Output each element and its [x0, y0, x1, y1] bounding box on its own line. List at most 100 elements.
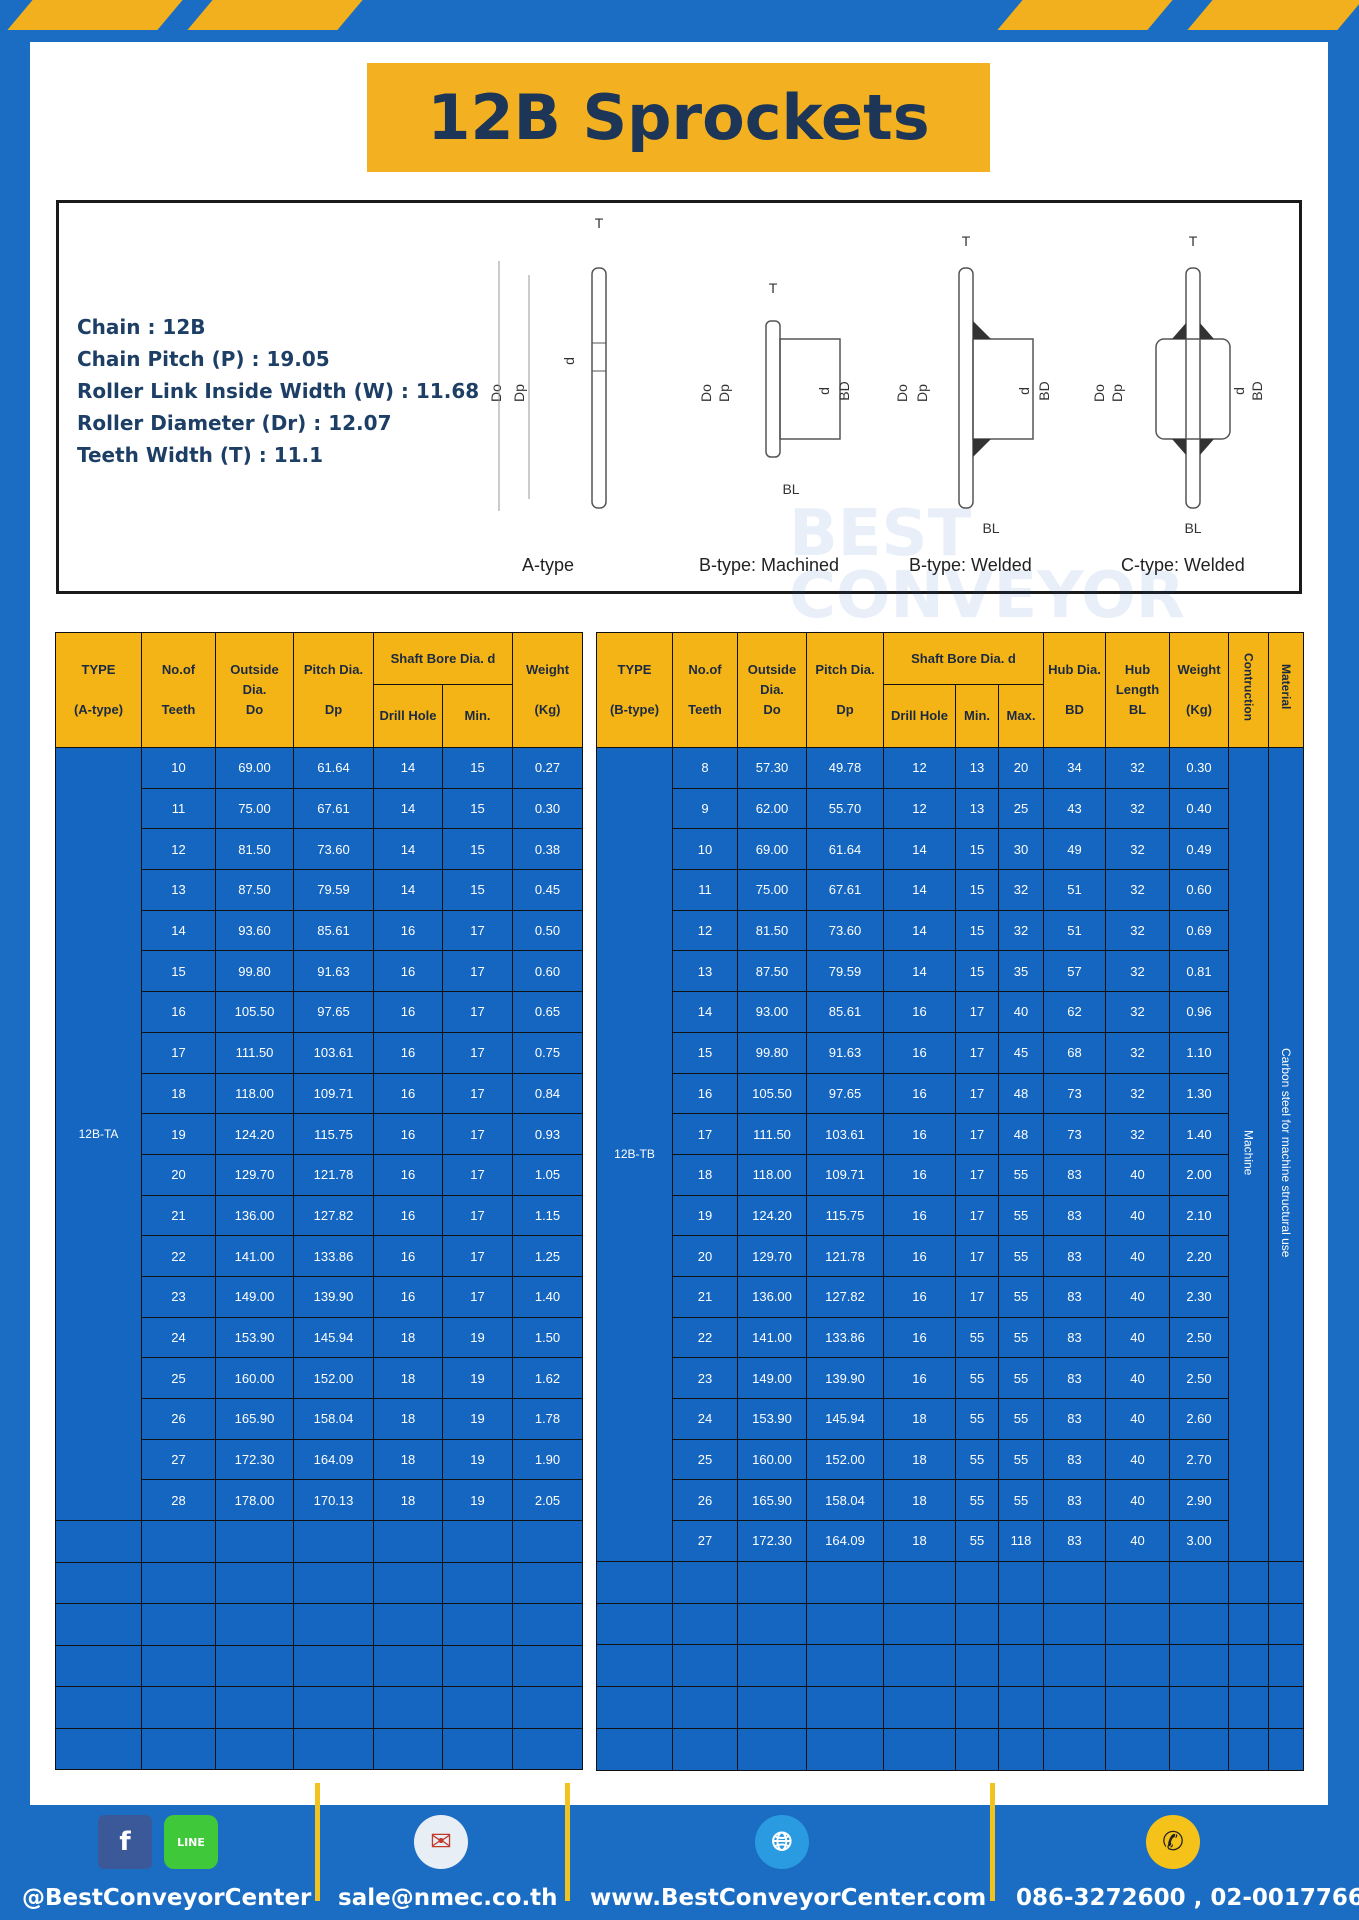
- hub-dia-cell: 73: [1043, 1072, 1106, 1115]
- empty-cell: [737, 1602, 807, 1646]
- pitch-dia-cell: 55.70: [806, 787, 884, 830]
- empty-cell: [955, 1686, 999, 1729]
- empty-cell: [955, 1727, 999, 1771]
- weight-cell: 2.00: [1169, 1153, 1229, 1196]
- min-bore-cell: 55: [955, 1357, 999, 1399]
- empty-cell: [737, 1686, 807, 1729]
- empty-row: [596, 1560, 1304, 1604]
- empty-cell: [1169, 1686, 1229, 1729]
- line-icon[interactable]: LINE: [164, 1815, 218, 1869]
- drill-hole-cell: 16: [373, 950, 443, 993]
- phone-icon[interactable]: ✆: [1146, 1815, 1200, 1869]
- empty-cell: [955, 1602, 999, 1646]
- facebook-handle[interactable]: @BestConveyorCenter: [22, 1885, 312, 1911]
- construction-cell: Machine: [1228, 747, 1269, 1562]
- facebook-icon[interactable]: f: [98, 1815, 152, 1869]
- table-row: 17 111.50 103.61 16 17 48 73 32 1.40: [597, 1113, 1304, 1155]
- drill-hole-cell: 16: [373, 991, 443, 1033]
- footer: @BestConveyorCenter sale@nmec.co.th www.…: [0, 1805, 1359, 1920]
- empty-cell: [373, 1686, 443, 1729]
- outside-dia-cell: 129.70: [215, 1153, 294, 1196]
- table-a-type: TYPE (A-type) No.of Teeth Outside Dia. Do Pi…: [55, 632, 583, 1771]
- outside-dia-cell: 136.00: [737, 1275, 807, 1318]
- pitch-dia-cell: 121.78: [293, 1153, 374, 1196]
- hub-dia-cell: 83: [1043, 1316, 1106, 1359]
- spec-box: BEST CONVEYOR CENTER Chain : 12B Chain P…: [56, 200, 1302, 690]
- empty-cell: [141, 1644, 216, 1688]
- table-row: 23 149.00 139.90 16 55 55 83 40 2.50: [597, 1357, 1304, 1399]
- label-bd: BD: [1249, 381, 1265, 400]
- spec-pitch: Chain Pitch (P) : 19.05: [77, 347, 330, 371]
- outside-dia-cell: 87.50: [215, 869, 294, 911]
- empty-cell: [215, 1520, 294, 1563]
- weight-cell: 0.69: [1169, 909, 1229, 952]
- pitch-dia-cell: 61.64: [806, 828, 884, 871]
- teeth-cell: 27: [672, 1520, 738, 1562]
- website-link[interactable]: www.BestConveyorCenter.com: [590, 1885, 987, 1911]
- teeth-cell: 9: [672, 787, 738, 830]
- empty-cell: [1228, 1560, 1269, 1604]
- outside-dia-cell: 118.00: [215, 1072, 294, 1115]
- hub-length-cell: 32: [1105, 1031, 1170, 1074]
- outside-dia-cell: 165.90: [215, 1398, 294, 1440]
- drill-hole-cell: 16: [883, 1275, 956, 1318]
- min-bore-cell: 17: [955, 1275, 999, 1318]
- pitch-dia-cell: 158.04: [293, 1398, 374, 1440]
- mail-icon[interactable]: ✉: [414, 1815, 468, 1869]
- divider: [565, 1783, 570, 1901]
- header-construction: Contruction: [1228, 632, 1269, 748]
- pitch-dia-cell: 152.00: [293, 1357, 374, 1399]
- outside-dia-cell: 160.00: [737, 1438, 807, 1481]
- label-d: d: [816, 387, 832, 395]
- label-do: Do: [488, 384, 504, 402]
- weight-cell: 2.05: [512, 1479, 583, 1522]
- weight-cell: 1.25: [512, 1235, 583, 1277]
- phone-numbers[interactable]: 086-3272600 , 02-0017766: [1016, 1885, 1359, 1911]
- header-min: Min.: [442, 684, 513, 748]
- teeth-cell: 11: [141, 787, 216, 830]
- email-link[interactable]: sale@nmec.co.th: [338, 1885, 558, 1911]
- hub-dia-cell: 83: [1043, 1235, 1106, 1277]
- b-machined-sprocket: [765, 320, 781, 458]
- min-bore-cell: 15: [955, 909, 999, 952]
- teeth-cell: 12: [672, 909, 738, 952]
- header-type: TYPE (A-type): [55, 632, 142, 748]
- empty-cell: [373, 1603, 443, 1646]
- hub-length-cell: 32: [1105, 747, 1170, 789]
- label-t: T: [962, 233, 971, 249]
- empty-cell: [512, 1686, 583, 1729]
- empty-cell: [293, 1644, 374, 1688]
- caption-b-welded: B-type: Welded: [909, 555, 1032, 575]
- pitch-dia-cell: 145.94: [806, 1398, 884, 1440]
- empty-cell: [1268, 1686, 1304, 1729]
- teeth-cell: 19: [672, 1194, 738, 1237]
- weight-cell: 2.70: [1169, 1438, 1229, 1481]
- teeth-cell: 21: [672, 1275, 738, 1318]
- teeth-cell: 16: [141, 991, 216, 1033]
- empty-cell: [442, 1561, 513, 1605]
- globe-icon[interactable]: 🌐︎: [755, 1815, 809, 1869]
- weight-cell: 0.49: [1169, 828, 1229, 871]
- pitch-dia-cell: 139.90: [293, 1275, 374, 1318]
- header-pitch-dia: Pitch Dia. Dp: [293, 632, 374, 748]
- weight-cell: 0.27: [512, 747, 583, 789]
- table-row: 16 105.50 97.65 16 17 0.65: [56, 991, 583, 1033]
- max-bore-cell: 25: [998, 787, 1044, 830]
- teeth-cell: 20: [141, 1153, 216, 1196]
- weight-cell: 1.40: [512, 1275, 583, 1318]
- hub-dia-cell: 83: [1043, 1398, 1106, 1440]
- teeth-cell: 16: [672, 1072, 738, 1115]
- table-row: 26 165.90 158.04 18 55 55 83 40 2.90: [597, 1479, 1304, 1522]
- label-bl: BL: [982, 520, 999, 536]
- hub-dia-cell: 83: [1043, 1357, 1106, 1399]
- min-bore-cell: 55: [955, 1520, 999, 1562]
- table-row: 12B-TB 8 57.30 49.78 12 13 20 34 32 0.30 Machine Ca…: [596, 747, 1304, 1562]
- construction-value: Machine: [1241, 1130, 1256, 1176]
- empty-cell: [596, 1560, 673, 1604]
- weight-cell: 0.84: [512, 1072, 583, 1115]
- hub-dia-cell: 62: [1043, 991, 1106, 1033]
- empty-cell: [293, 1561, 374, 1605]
- pitch-dia-cell: 79.59: [806, 950, 884, 993]
- empty-cell: [373, 1561, 443, 1605]
- empty-cell: [215, 1644, 294, 1688]
